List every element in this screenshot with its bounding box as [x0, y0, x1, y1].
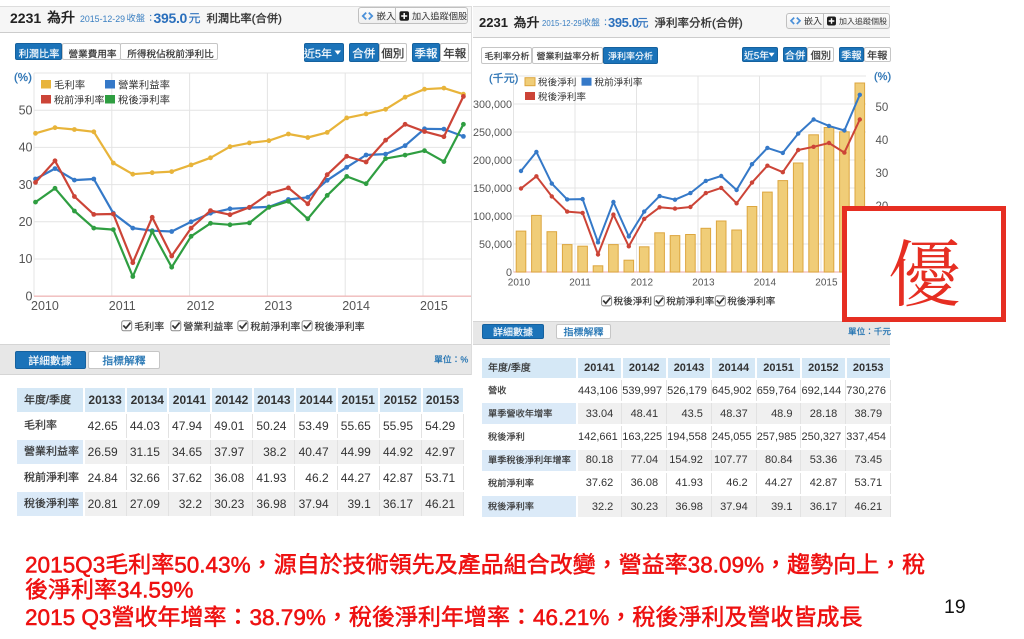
svg-text:30: 30	[876, 168, 889, 180]
svg-text:2010: 2010	[31, 299, 59, 313]
svg-text:0: 0	[506, 267, 512, 279]
svg-text:2012: 2012	[187, 299, 215, 313]
svg-text:2014: 2014	[342, 299, 370, 313]
svg-text:2010: 2010	[508, 278, 531, 289]
svg-text:2015: 2015	[420, 299, 448, 313]
svg-text:10: 10	[19, 252, 33, 266]
svg-text:2011: 2011	[109, 299, 136, 313]
svg-text:50,000: 50,000	[479, 239, 512, 251]
svg-text:150,000: 150,000	[473, 183, 512, 195]
svg-text:250,000: 250,000	[473, 127, 512, 139]
svg-text:40: 40	[19, 141, 33, 155]
svg-text:2013: 2013	[692, 278, 715, 289]
svg-text:0: 0	[26, 289, 33, 303]
svg-text:20: 20	[19, 215, 33, 229]
svg-text:100,000: 100,000	[473, 211, 512, 223]
svg-text:200,000: 200,000	[473, 155, 512, 167]
svg-text:30: 30	[19, 178, 33, 192]
svg-text:10: 10	[876, 234, 889, 246]
svg-text:40: 40	[876, 135, 889, 147]
svg-text:50: 50	[876, 102, 889, 114]
svg-text:20: 20	[876, 201, 889, 213]
svg-text:0: 0	[876, 267, 882, 279]
svg-text:2015: 2015	[815, 278, 838, 289]
svg-text:2014: 2014	[754, 278, 777, 289]
svg-text:2012: 2012	[631, 278, 654, 289]
svg-text:2011: 2011	[569, 278, 591, 289]
svg-text:50: 50	[19, 103, 33, 117]
svg-text:300,000: 300,000	[473, 99, 512, 111]
svg-text:2013: 2013	[264, 299, 292, 313]
